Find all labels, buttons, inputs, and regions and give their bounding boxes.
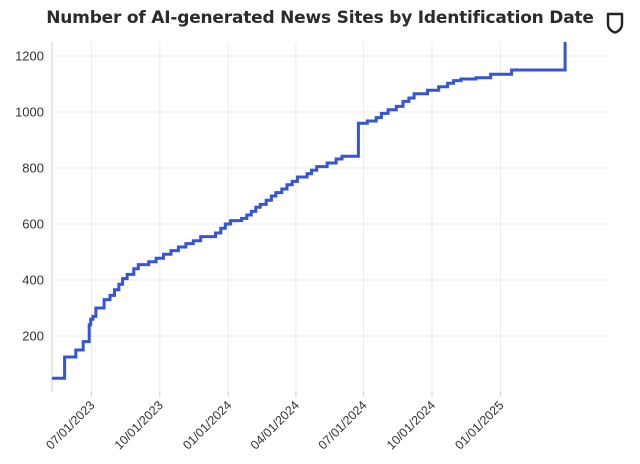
x-tick-label: 10/01/2023 (112, 398, 166, 452)
y-tick-label: 800 (22, 161, 44, 176)
x-tick-label: 04/01/2024 (248, 398, 302, 452)
y-tick-labels: 200 400 600 800 1000 1200 (15, 49, 44, 344)
chart-title: Number of AI-generated News Sites by Ide… (46, 8, 594, 28)
shield-icon (606, 12, 624, 34)
x-tick-label: 07/01/2023 (43, 398, 97, 452)
x-tick-label: 01/01/2025 (452, 398, 506, 452)
x-tick-labels: 07/01/2023 10/01/2023 01/01/2024 04/01/2024… (43, 398, 506, 452)
y-tick-label: 1000 (15, 105, 44, 120)
y-tick-label: 1200 (15, 49, 44, 64)
y-tick-label: 200 (22, 329, 44, 344)
x-tick-label: 10/01/2024 (384, 398, 438, 452)
y-tick-label: 600 (22, 217, 44, 232)
gridlines (52, 42, 606, 392)
series-layer (52, 42, 567, 380)
x-tick-label: 07/01/2024 (316, 398, 370, 452)
axes (51, 42, 501, 397)
series-line (52, 42, 567, 380)
y-tick-label: 400 (22, 273, 44, 288)
x-tick-label: 01/01/2024 (180, 398, 234, 452)
